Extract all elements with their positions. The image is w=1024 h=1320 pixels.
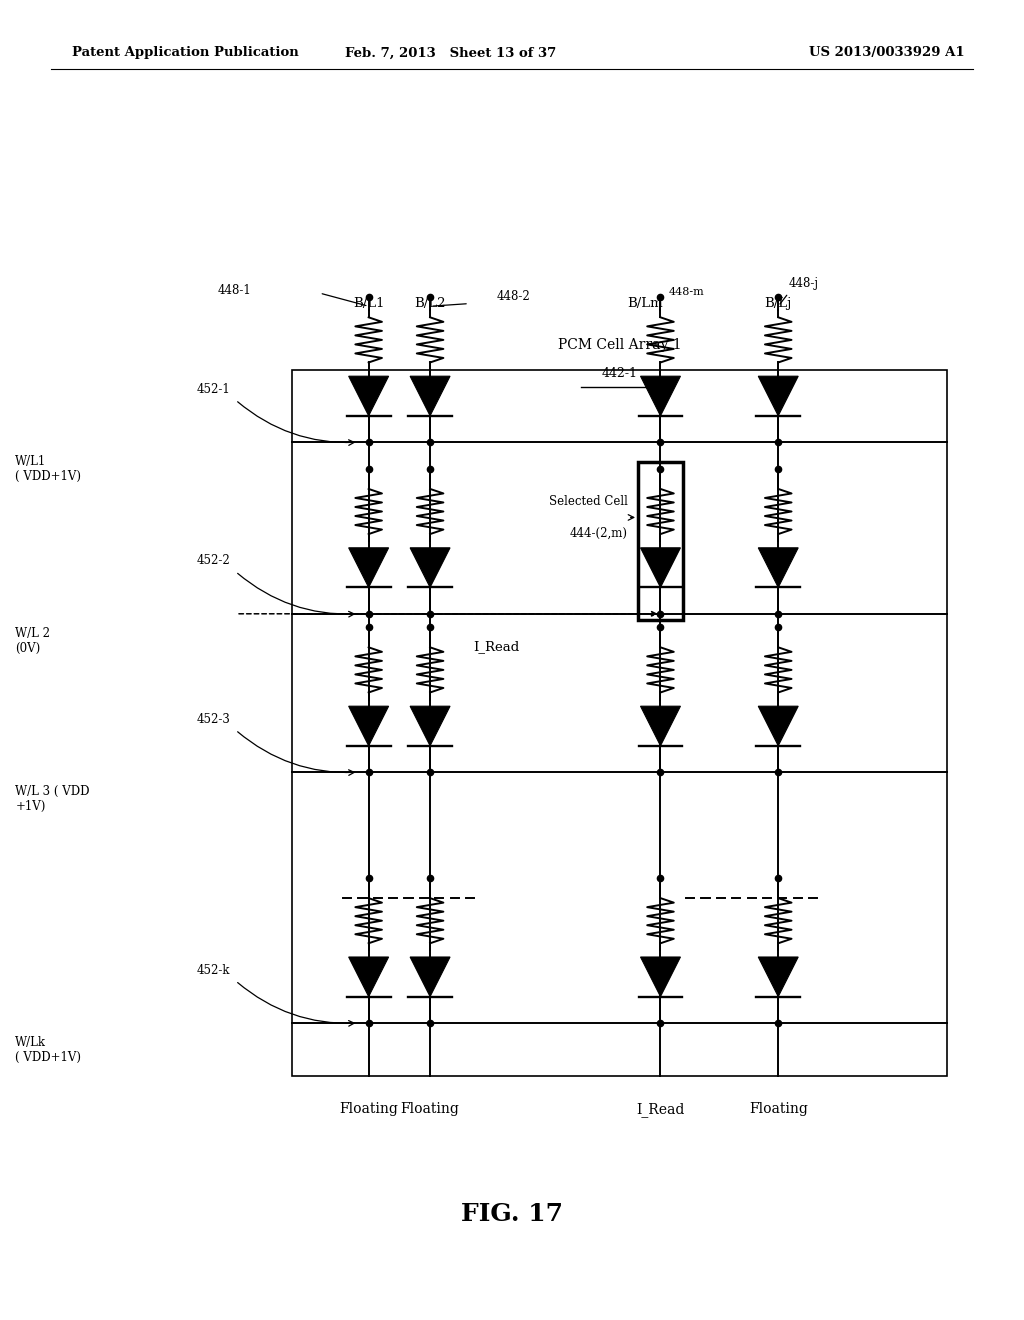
Text: Selected Cell: Selected Cell (549, 495, 628, 508)
Bar (638, 462, 683, 620)
Text: W/Lk
( VDD+1V): W/Lk ( VDD+1V) (15, 1036, 81, 1064)
Text: Floating: Floating (339, 1102, 398, 1117)
Polygon shape (348, 548, 389, 587)
Text: US 2013/0033929 A1: US 2013/0033929 A1 (809, 46, 965, 59)
Text: 448-m: 448-m (669, 286, 705, 297)
Text: 452-k: 452-k (197, 964, 230, 977)
Polygon shape (410, 706, 451, 746)
Polygon shape (348, 957, 389, 997)
Text: Floating: Floating (400, 1102, 460, 1117)
Text: 452-1: 452-1 (197, 383, 230, 396)
Polygon shape (348, 376, 389, 416)
Text: B/Lm: B/Lm (628, 297, 663, 310)
Polygon shape (641, 706, 680, 746)
Text: W/L 2
(0V): W/L 2 (0V) (15, 627, 50, 655)
Text: 442-1: 442-1 (601, 367, 638, 380)
Polygon shape (348, 706, 389, 746)
Polygon shape (641, 548, 680, 587)
Text: 452-2: 452-2 (197, 554, 230, 568)
Polygon shape (641, 957, 680, 997)
Text: W/L1
( VDD+1V): W/L1 ( VDD+1V) (15, 455, 81, 483)
Text: I_Read: I_Read (473, 640, 520, 653)
Polygon shape (758, 706, 799, 746)
Text: 448-1: 448-1 (217, 284, 251, 297)
Text: B/L2: B/L2 (415, 297, 445, 310)
Text: FIG. 17: FIG. 17 (461, 1203, 563, 1226)
Text: 452-3: 452-3 (197, 713, 230, 726)
Text: Feb. 7, 2013   Sheet 13 of 37: Feb. 7, 2013 Sheet 13 of 37 (345, 46, 556, 59)
Text: B/L1: B/L1 (353, 297, 384, 310)
Text: I_Read: I_Read (636, 1102, 685, 1117)
Text: B/Lj: B/Lj (765, 297, 792, 310)
Text: 448-2: 448-2 (497, 290, 530, 304)
Text: Floating: Floating (749, 1102, 808, 1117)
Polygon shape (641, 376, 680, 416)
Bar (292, 370, 947, 1076)
Polygon shape (758, 548, 799, 587)
Polygon shape (410, 957, 451, 997)
Text: 448-j: 448-j (788, 277, 818, 290)
Text: 444-(2,m): 444-(2,m) (569, 527, 628, 540)
Polygon shape (410, 548, 451, 587)
Text: W/L 3 ( VDD
+1V): W/L 3 ( VDD +1V) (15, 785, 90, 813)
Polygon shape (758, 957, 799, 997)
Polygon shape (758, 376, 799, 416)
Text: PCM Cell Array 1: PCM Cell Array 1 (558, 338, 681, 352)
Polygon shape (410, 376, 451, 416)
Text: Patent Application Publication: Patent Application Publication (72, 46, 298, 59)
